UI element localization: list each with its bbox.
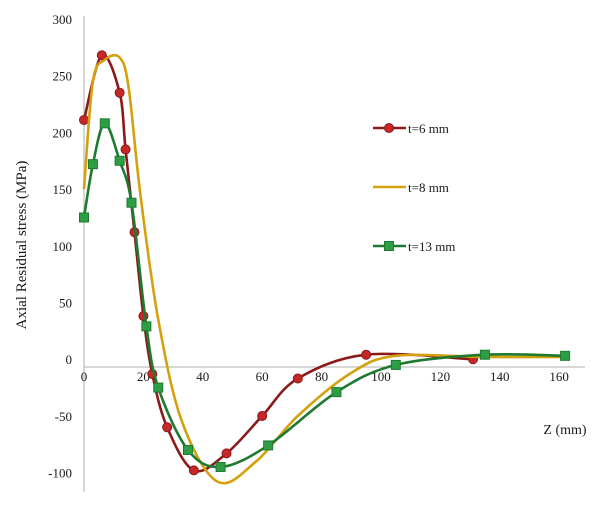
data-point (153, 382, 164, 393)
legend-item: t=8 mm (373, 180, 449, 195)
x-tick-label: 20 (137, 369, 150, 384)
y-tick-label: 200 (53, 125, 73, 140)
x-tick-labels: 0 20 40 60 80 100 120 140 160 (81, 369, 569, 384)
y-tick-label: 0 (66, 352, 73, 367)
series-t-13-mm (79, 118, 571, 472)
data-point (79, 114, 89, 125)
legend: t=6 mm t=8 mm t=13 mm (373, 121, 455, 254)
series-t-8-mm (82, 53, 566, 485)
data-point (114, 155, 125, 166)
data-point (390, 359, 401, 370)
data-point (257, 410, 268, 421)
x-tick-label: 80 (315, 369, 328, 384)
data-point (188, 465, 199, 476)
y-tick-label: 150 (53, 182, 73, 197)
series-t-6-mm (79, 50, 479, 476)
x-tick-label: 40 (196, 369, 209, 384)
data-point (182, 444, 193, 455)
data-point (87, 159, 98, 170)
y-tick-labels: 300 250 200 150 100 50 0 -50 -100 (48, 12, 72, 481)
data-point (292, 373, 303, 384)
y-tick-label: 50 (59, 296, 72, 311)
x-tick-label: 120 (431, 369, 451, 384)
data-point (96, 50, 107, 61)
x-tick-label: 160 (549, 369, 569, 384)
series-line (82, 53, 474, 473)
data-point (162, 422, 173, 433)
x-tick-label: 140 (490, 369, 510, 384)
data-point (141, 321, 152, 332)
data-point (361, 349, 372, 360)
legend-label: t=13 mm (408, 239, 455, 254)
data-point (560, 350, 571, 361)
x-tick-label: 100 (371, 369, 391, 384)
legend-item: t=13 mm (373, 239, 455, 254)
data-point (221, 448, 232, 459)
y-tick-label: 300 (53, 12, 73, 27)
data-point (114, 87, 125, 98)
axes (83, 16, 585, 492)
legend-item: t=6 mm (373, 121, 449, 136)
data-point (215, 461, 226, 472)
legend-marker (384, 123, 394, 133)
data-point (99, 118, 110, 129)
series-layer (79, 50, 571, 485)
x-tick-label: 0 (81, 369, 88, 384)
series-line (82, 53, 566, 485)
legend-marker (384, 241, 394, 251)
y-tick-label: 100 (53, 239, 73, 254)
legend-label: t=6 mm (408, 121, 449, 136)
y-axis-title: Axial Residual stress (MPa) (14, 161, 30, 330)
data-point (263, 440, 274, 451)
data-point (120, 144, 131, 155)
data-point (79, 212, 89, 223)
data-point (331, 387, 342, 398)
data-point (126, 197, 137, 208)
y-tick-label: 250 (53, 69, 73, 84)
series-line (82, 122, 566, 469)
x-tick-label: 60 (256, 369, 269, 384)
y-tick-label: -100 (48, 466, 72, 481)
legend-label: t=8 mm (408, 180, 449, 195)
data-point (479, 349, 490, 360)
x-axis-title: Z (mm) (543, 423, 586, 438)
y-tick-label: -50 (55, 409, 72, 424)
